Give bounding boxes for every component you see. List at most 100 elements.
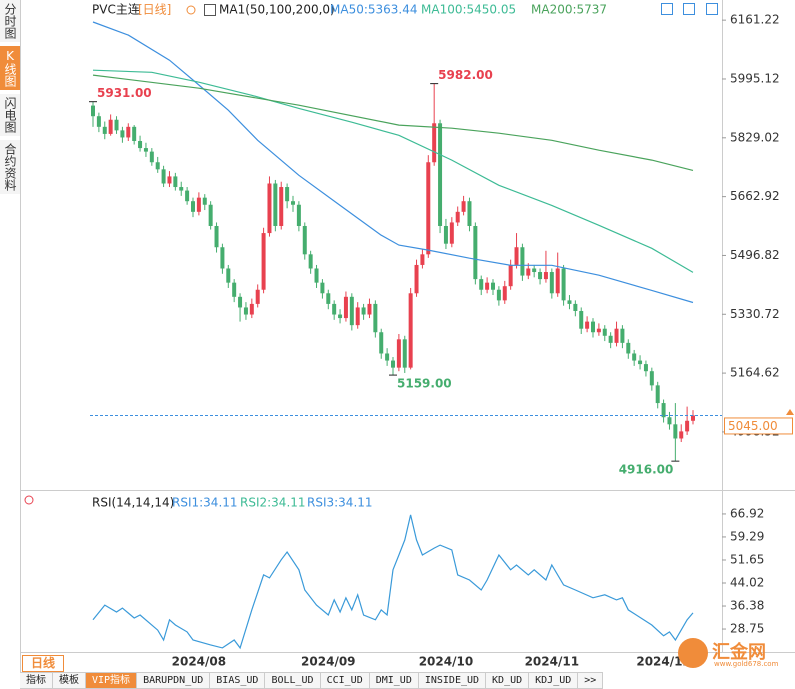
price-marker [786,409,794,415]
candle-body [308,254,313,269]
candle-body [179,187,184,191]
moving-average [92,21,694,304]
candle-body [208,204,213,226]
indicator-label: MA1(50,100,200,0) [219,3,335,17]
candle-body [643,364,648,372]
y-tick-label: 66.92 [730,506,764,520]
legend-entry: MA200:5737 [531,3,607,17]
toolbar-tab[interactable]: BOLL_UD [265,672,321,689]
toolbar-tab[interactable]: KDJ_UD [529,672,579,689]
candle-body [332,303,337,315]
toolbar-tab[interactable]: BARUPDN_UD [137,672,211,689]
candle-body [132,126,137,141]
icon[interactable] [661,3,673,15]
candle-body [367,303,372,315]
toolbar-tab[interactable]: BIAS_UD [210,672,266,689]
candle-body [426,162,431,255]
sidebar-tab[interactable]: 分时图 [0,0,20,42]
candle-body [249,303,254,315]
sidebar-tab[interactable]: K线图 [0,46,20,90]
candle-body [161,169,166,184]
y-tick-label: 44.02 [730,575,764,589]
candle-body [479,279,484,290]
candle-body [485,282,490,290]
x-tick-label: 2024/08 [172,655,226,669]
candle-body [432,123,437,163]
y-tick-label: 5496.82 [730,248,780,262]
candle-body [296,204,301,226]
moving-average [92,74,694,171]
candle-body [108,119,113,134]
toolbar-tab[interactable]: CCI_UD [320,672,370,689]
watermark-url: www.gold678.com [714,660,779,668]
candle-body [608,335,613,343]
extreme-label: 5931.00 [97,86,152,100]
candle-body [632,353,637,361]
toolbar-tab[interactable]: INSIDE_UD [418,672,487,689]
toolbar-tab[interactable]: VIP指标 [86,672,138,689]
candle-body [214,225,219,248]
toolbar-tab[interactable]: 模板 [53,672,86,689]
legend-entry: RSI1:34.11 [172,496,238,510]
icon[interactable] [706,3,718,15]
toolbar-tab[interactable]: KD_UD [486,672,530,689]
add-icon[interactable] [186,5,196,15]
candle-body [414,264,419,294]
rsi-icon[interactable] [24,495,34,505]
candle-body [226,268,231,283]
legend-entry: RSI2:34.11 [240,496,306,510]
candle-body [549,272,554,294]
toolbar: 指标 模板 VIP指标 BARUPDN_UD BIAS_UD BOLL_UD CCI_UD D… [20,672,604,689]
chart-title: PVC主连 [92,2,140,17]
candle-body [191,201,195,212]
candle-body [526,268,531,276]
candle-body [167,176,172,184]
candle-body [355,307,360,326]
candle-body [691,415,695,421]
y-tick-label: 59.29 [730,529,764,543]
candle-body [438,123,443,226]
icon[interactable] [683,3,695,15]
candle-body [373,303,378,333]
x-tick-label: 2024/11 [525,655,579,669]
candle-body [591,321,595,333]
extreme-label: 4916.00 [619,463,674,477]
candle-body [661,403,666,418]
y-tick-label: 5330.72 [730,307,780,321]
candle-body [514,247,519,265]
x-tick-label: 2024/10 [419,655,473,669]
candle-body [685,420,690,432]
candle-body [667,417,672,425]
candle-body [173,176,178,188]
candle-body [326,293,331,304]
toolbar-tab[interactable]: >> [578,672,604,689]
rsi-line [92,514,694,650]
candle-body [320,282,325,294]
sidebar-tab[interactable]: 合约资料 [0,140,20,194]
candle-body [155,162,160,170]
candle-body [361,307,366,315]
candle-body [673,424,678,439]
background [20,0,795,672]
candle-body [232,282,237,297]
candle-body [149,151,154,163]
sidebar: 分时图 K线图闪电图合约资料 [0,0,20,230]
legend-entry: RSI3:34.11 [307,496,373,510]
candle-body [573,303,578,311]
candle-body [420,254,425,265]
candle-body [532,268,537,273]
window-icons[interactable] [661,3,718,15]
sidebar-tab[interactable]: 闪电图 [0,94,20,136]
candle-body [555,268,560,294]
candle-body [267,183,272,234]
period-label[interactable]: 日线 [22,655,64,672]
x-tick-label: 2024/12 [636,655,690,669]
candle-body [261,233,266,290]
ma-icon [204,4,216,16]
toolbar-tab[interactable]: 指标 [20,672,53,689]
candle-body [567,300,572,304]
candle-body [185,190,190,202]
toolbar-tab[interactable]: DMI_UD [369,672,419,689]
candle-body [291,201,295,205]
candle-body [638,360,643,365]
